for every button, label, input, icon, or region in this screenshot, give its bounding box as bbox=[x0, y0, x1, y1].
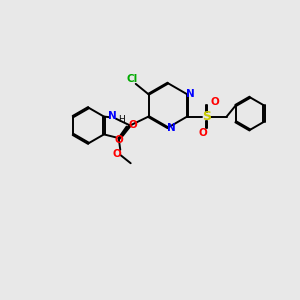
Text: S: S bbox=[202, 110, 211, 123]
Text: O: O bbox=[113, 149, 122, 159]
Text: N: N bbox=[186, 89, 195, 99]
Text: N: N bbox=[167, 123, 176, 133]
Text: Cl: Cl bbox=[127, 74, 138, 84]
Text: H: H bbox=[118, 115, 125, 124]
Text: O: O bbox=[115, 135, 124, 145]
Text: O: O bbox=[210, 97, 219, 107]
Text: O: O bbox=[199, 128, 207, 138]
Text: N: N bbox=[109, 111, 117, 121]
Text: O: O bbox=[128, 120, 137, 130]
